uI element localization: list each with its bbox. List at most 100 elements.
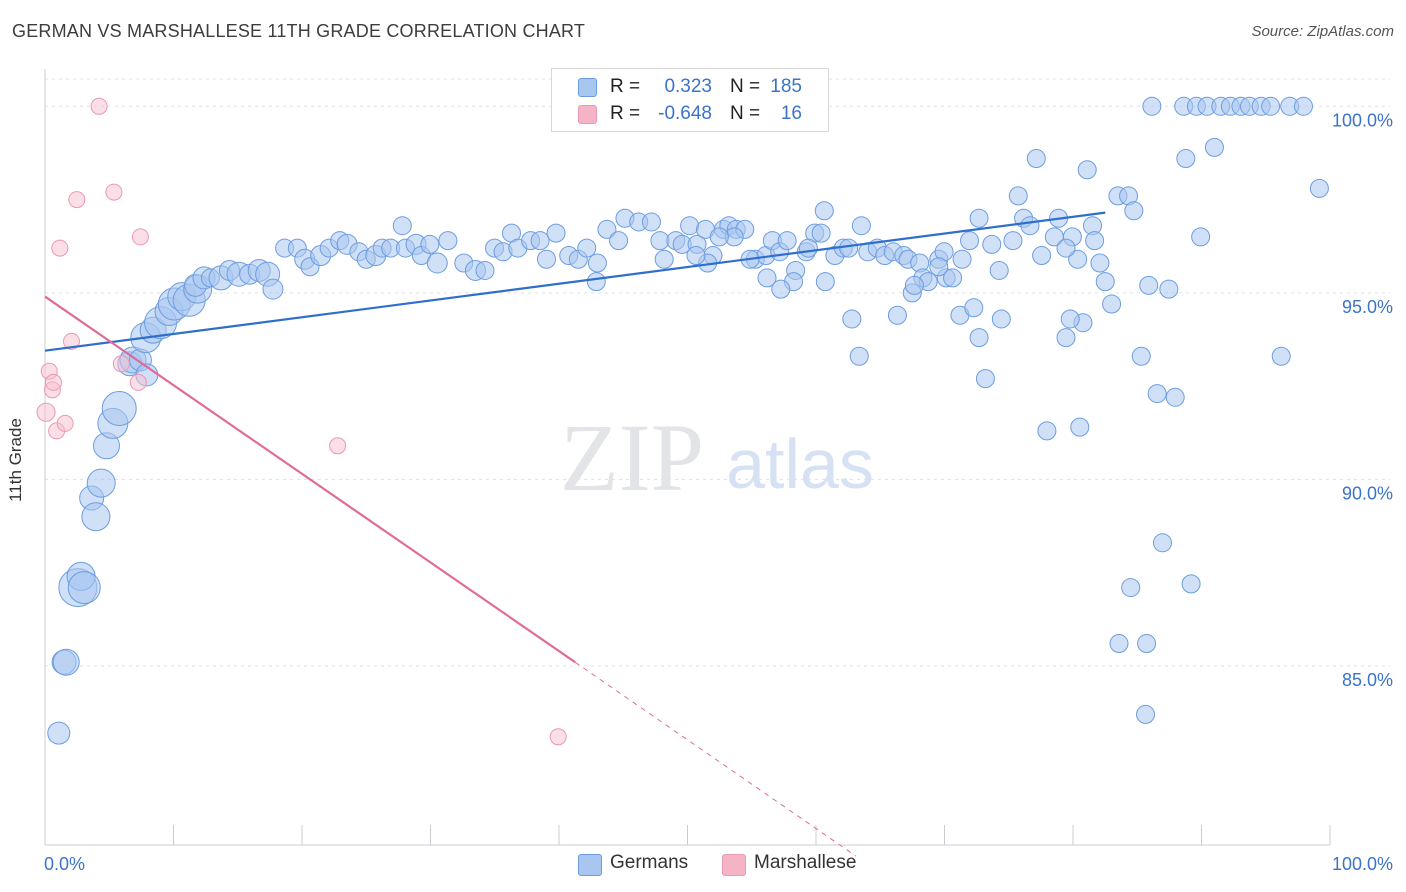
y-tick-label: 85.0% [1342,670,1393,690]
data-point-germans [1077,160,1097,180]
data-point-germans [1271,346,1291,366]
data-point-germans [1191,227,1211,247]
legend-r-value: 0.323 [664,76,712,97]
data-point-marshallese [56,414,74,432]
data-point-marshallese [90,97,108,115]
data-point-germans [969,328,989,348]
data-point-germans [597,219,617,239]
data-point-germans [982,234,1002,254]
data-point-germans [969,208,989,228]
data-point-germans [1204,137,1224,157]
data-point-germans [577,238,597,258]
trend-lines [44,211,1106,857]
data-point-germans [887,305,907,325]
data-point-germans [1136,704,1156,724]
data-point-germans [975,369,995,389]
trend-line-marshallese-extension [574,661,857,857]
data-point-germans [1102,294,1122,314]
data-point-germans [1152,533,1172,553]
data-point-germans [964,298,984,318]
data-point-marshallese [112,355,130,373]
data-point-germans [777,231,797,251]
data-point-germans [960,231,980,251]
data-point-germans [815,272,835,292]
data-point-germans [771,279,791,299]
data-point-germans [586,272,606,292]
data-point-germans [86,468,116,498]
data-point-germans [811,223,831,243]
y-tick-label: 90.0% [1342,483,1393,503]
data-point-marshallese [68,191,86,209]
data-point-germans [1003,231,1023,251]
bottom-legend-swatch-marshallese [722,854,746,876]
data-point-germans [904,275,924,295]
data-point-germans [1176,149,1196,169]
bottom-legend-label-marshallese: Marshallese [754,852,857,873]
data-point-germans [1020,216,1040,236]
y-tick-label: 100.0% [1332,110,1393,130]
data-point-germans [101,391,137,426]
x-tick-label: 100.0% [1332,854,1393,874]
data-point-germans [1037,421,1057,441]
data-point-marshallese [63,332,81,350]
bottom-legend-label-germans: Germans [610,852,689,873]
data-point-germans [757,268,777,288]
data-point-marshallese [51,239,69,257]
data-point-germans [849,346,869,366]
data-point-germans [654,249,674,269]
legend-n-label: N = [730,76,761,97]
axes [44,69,1331,846]
data-point-germans [650,231,670,251]
data-point-germans [47,721,71,745]
data-point-marshallese [36,402,56,422]
data-point-marshallese [105,183,123,201]
data-point-germans [262,278,284,300]
data-point-germans [952,249,972,269]
data-point-germans [1056,328,1076,348]
data-point-germans [839,238,859,258]
legend-swatch-marshallese [578,105,597,124]
legend-r-label: R = [610,76,641,97]
watermark-zip: ZIP [560,404,704,511]
series-marshallese [36,97,567,746]
data-point-germans [438,231,458,251]
data-point-germans [842,309,862,329]
data-point-germans [530,231,550,251]
data-point-germans [686,246,706,266]
data-point-germans [67,571,101,605]
data-point-germans [609,231,629,251]
chart-source: Source: ZipAtlas.com [1251,23,1394,40]
data-point-germans [1142,96,1162,116]
data-point-germans [1056,238,1076,258]
watermark: ZIP atlas [560,404,874,511]
data-point-marshallese [329,437,347,455]
data-point-germans [851,216,871,236]
series-germans [47,96,1329,745]
data-point-germans [1008,186,1028,206]
data-point-germans [1131,346,1151,366]
data-point-germans [709,227,729,247]
data-point-marshallese [129,373,147,391]
legend-r-value: -0.648 [658,103,712,124]
bottom-legend-swatch-germans [578,854,602,876]
trend-line-marshallese [44,295,576,664]
data-point-germans [991,309,1011,329]
data-point-germans [392,216,412,236]
data-point-germans [1165,387,1185,407]
data-point-germans [1070,417,1090,437]
legend-swatch-germans [578,78,597,97]
legend-n-value: 16 [780,103,802,124]
data-point-germans [587,253,607,273]
data-point-germans [680,216,700,236]
data-point-germans [536,249,556,269]
data-point-germans [420,234,440,254]
data-point-germans [641,212,661,232]
data-point-marshallese [131,228,149,246]
data-point-marshallese [549,728,567,746]
correlation-legend: R = 0.323 N = 185 R = -0.648 N = 16 [551,68,829,132]
legend-row-marshallese: R = -0.648 N = 16 [552,100,828,128]
data-point-germans [1309,178,1329,198]
chart-title: GERMAN VS MARSHALLESE 11TH GRADE CORRELA… [12,21,586,41]
data-point-germans [814,201,834,221]
